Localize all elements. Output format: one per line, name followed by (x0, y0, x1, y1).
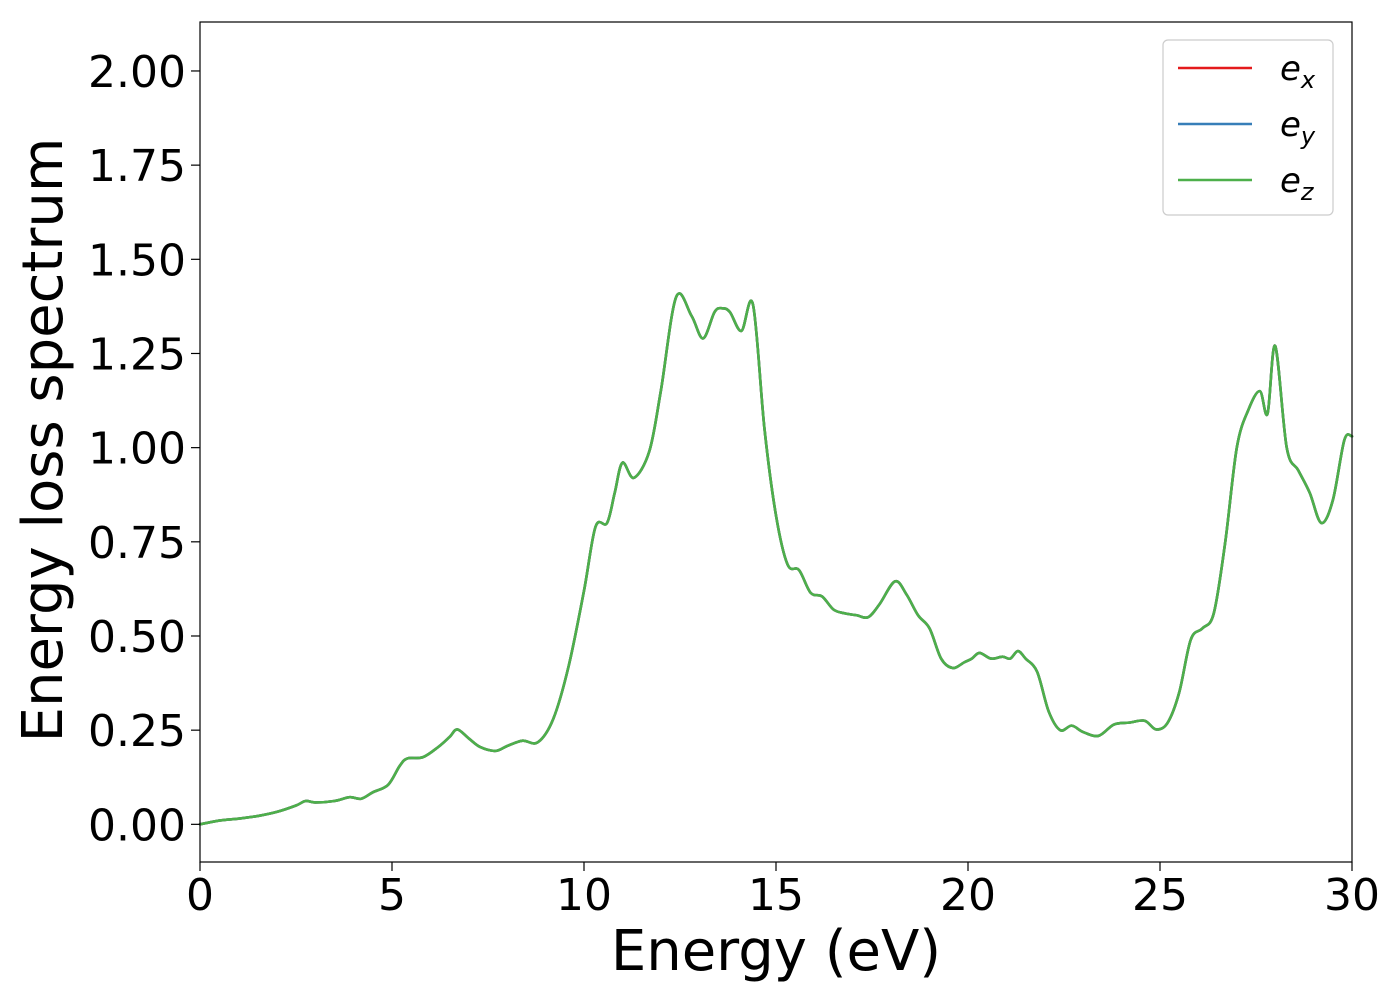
y-tick-label: 1.50 (88, 235, 186, 286)
x-tick-label: 10 (556, 870, 612, 921)
y-tick-label: 0.75 (88, 518, 186, 569)
legend: ex ey ez (1162, 39, 1334, 216)
y-tick-label: 1.25 (88, 329, 186, 380)
x-tick-label: 5 (378, 870, 406, 921)
y-tick-label: 2.00 (88, 47, 186, 98)
x-tick-label: 25 (1132, 870, 1188, 921)
x-axis: 0 5 10 15 20 25 30 (186, 862, 1380, 921)
legend-entry: ey (1178, 105, 1316, 150)
y-axis-title: Energy loss spectrum (11, 138, 76, 743)
legend-entry: ez (1178, 161, 1315, 206)
legend-label: ez (1280, 161, 1315, 206)
y-tick-label: 1.00 (88, 424, 186, 475)
legend-entry: ex (1178, 49, 1316, 94)
y-axis: 0.00 0.25 0.50 0.75 1.00 1.25 1.50 1.75 2.00 (88, 47, 200, 851)
x-tick-label: 0 (186, 870, 214, 921)
x-tick-label: 20 (940, 870, 996, 921)
legend-label: ey (1280, 105, 1316, 150)
legend-label: ex (1280, 49, 1316, 94)
y-tick-label: 1.75 (88, 141, 186, 192)
series-line-e-x (198, 292, 1354, 826)
x-axis-title: Energy (eV) (611, 919, 941, 984)
series-layer (198, 292, 1354, 826)
legend-box (1162, 39, 1334, 216)
series-line-e-z (198, 292, 1354, 826)
y-tick-label: 0.25 (88, 706, 186, 757)
y-tick-label: 0.00 (88, 800, 186, 851)
x-tick-label: 30 (1324, 870, 1380, 921)
series-line-e-y (198, 292, 1354, 826)
x-tick-label: 15 (748, 870, 804, 921)
y-tick-label: 0.50 (88, 612, 186, 663)
